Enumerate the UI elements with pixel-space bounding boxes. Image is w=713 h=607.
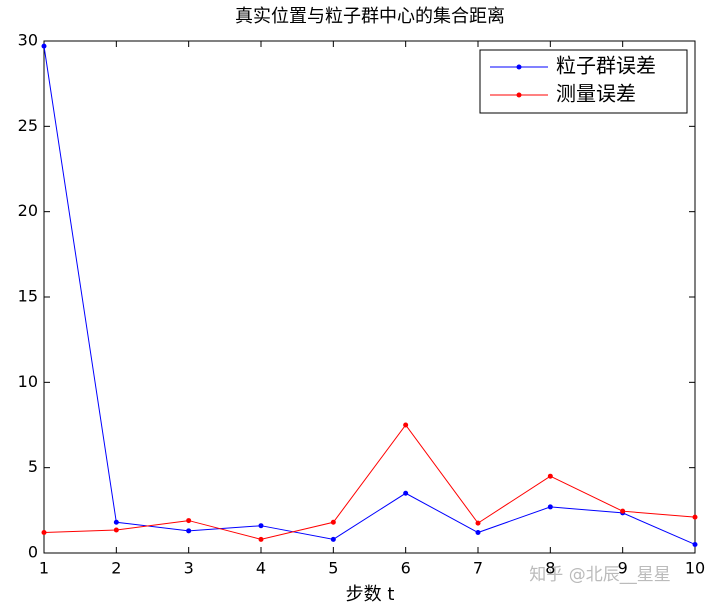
x-tick-label: 9 [618,559,628,578]
point [330,536,336,542]
point [113,519,119,525]
x-tick-label: 10 [685,559,705,578]
point [258,523,264,529]
y-tick-label: 0 [28,543,38,562]
point [547,504,553,510]
point [113,527,119,533]
point [41,43,47,49]
point [620,508,626,514]
y-tick-label: 15 [18,287,38,306]
y-tick-label: 5 [28,457,38,476]
x-tick-label: 4 [256,559,266,578]
point [258,536,264,542]
x-tick-label: 1 [39,559,49,578]
plot-area [43,40,696,554]
y-tick-label: 10 [18,372,38,391]
legend-box [479,49,688,114]
point [692,514,698,520]
point [330,519,336,525]
x-tick-label: 8 [545,559,555,578]
x-tick-label: 2 [111,559,121,578]
point [692,541,698,547]
point [186,528,192,534]
x-tick-label: 7 [473,559,483,578]
point [186,518,192,524]
y-tick-label: 25 [18,116,38,135]
x-axis-label: 步数 t [346,584,395,605]
point [403,422,409,428]
watermark: 知乎 @北辰__星星 [529,565,670,585]
point [475,530,481,536]
series-line [43,424,696,540]
legend-marker [516,92,522,98]
x-tick-label: 6 [401,559,411,578]
legend-marker [516,64,522,70]
x-tick-label: 3 [184,559,194,578]
legend-label: 粒子群误差 [556,54,656,78]
x-tick-label: 5 [328,559,338,578]
chart-title: 真实位置与粒子群中心的集合距离 [235,6,505,27]
point [475,520,481,526]
y-tick-label: 30 [18,31,38,50]
y-tick-label: 20 [18,201,38,220]
series-line [43,46,696,545]
point [547,473,553,479]
point [41,530,47,536]
point [403,490,409,496]
legend-label: 测量误差 [556,82,636,106]
